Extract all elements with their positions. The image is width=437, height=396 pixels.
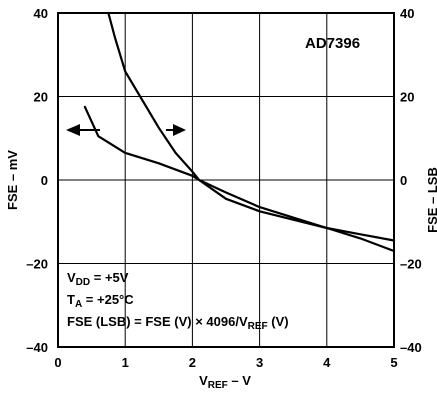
y-right-axis-label: FSE – LSB xyxy=(425,167,437,233)
x-axis-label: VREF – V xyxy=(199,373,251,391)
condition-vdd-value: = +5V xyxy=(90,270,129,285)
y-right-tick-label: 40 xyxy=(400,6,414,21)
grid xyxy=(58,13,394,347)
fse-formula-tail: (V) xyxy=(268,314,289,329)
condition-vdd: VDD = +5V xyxy=(67,270,129,288)
y-left-tick-label: –40 xyxy=(26,340,48,355)
series-line-lsb xyxy=(107,11,396,253)
axis-arrows xyxy=(66,124,186,136)
x-tick-label: 5 xyxy=(390,355,397,370)
y-left-tick-label: –20 xyxy=(26,257,48,272)
condition-fse-formula: FSE (LSB) = FSE (V) × 4096/VREF (V) xyxy=(67,314,289,332)
plot-frame xyxy=(57,12,395,348)
y-right-tick-label: 0 xyxy=(400,173,407,188)
fse-formula-main: FSE (LSB) = FSE (V) × 4096/V xyxy=(67,314,248,329)
y-left-tick-label: 40 xyxy=(34,6,48,21)
x-tick-label: 4 xyxy=(323,355,331,370)
condition-ta-sub: A xyxy=(75,299,82,310)
series-line-mv xyxy=(83,105,396,242)
series-layer xyxy=(83,11,396,253)
fse-formula-sub: REF xyxy=(248,321,268,332)
condition-vdd-main: V xyxy=(67,270,76,285)
x-axis-label-sub: REF xyxy=(208,380,228,391)
y-right-tick-label: –20 xyxy=(400,257,422,272)
y-left-tick-label: 20 xyxy=(34,90,48,105)
x-tick-label: 3 xyxy=(256,355,263,370)
condition-ta-value: = +25°C xyxy=(82,292,134,307)
condition-ta: TA = +25°C xyxy=(67,292,134,310)
y-left-tick-label: 0 xyxy=(41,173,48,188)
x-tick-label: 2 xyxy=(189,355,196,370)
y-right-tick-label: –40 xyxy=(400,340,422,355)
x-tick-label: 1 xyxy=(122,355,129,370)
right-axis-arrow-head xyxy=(173,124,186,136)
x-tick-label: 0 xyxy=(54,355,61,370)
x-axis-label-tail: – V xyxy=(228,373,251,388)
condition-vdd-sub: DD xyxy=(76,277,90,288)
x-axis-label-main: V xyxy=(199,373,208,388)
chart-annotation: AD7396 xyxy=(305,35,360,52)
condition-ta-main: T xyxy=(67,292,75,307)
left-axis-arrow-head xyxy=(66,124,80,136)
conditions-block: VDD = +5V TA = +25°C FSE (LSB) = FSE (V)… xyxy=(67,270,289,332)
y-left-axis-label: FSE – mV xyxy=(5,150,20,210)
y-right-tick-label: 20 xyxy=(400,90,414,105)
